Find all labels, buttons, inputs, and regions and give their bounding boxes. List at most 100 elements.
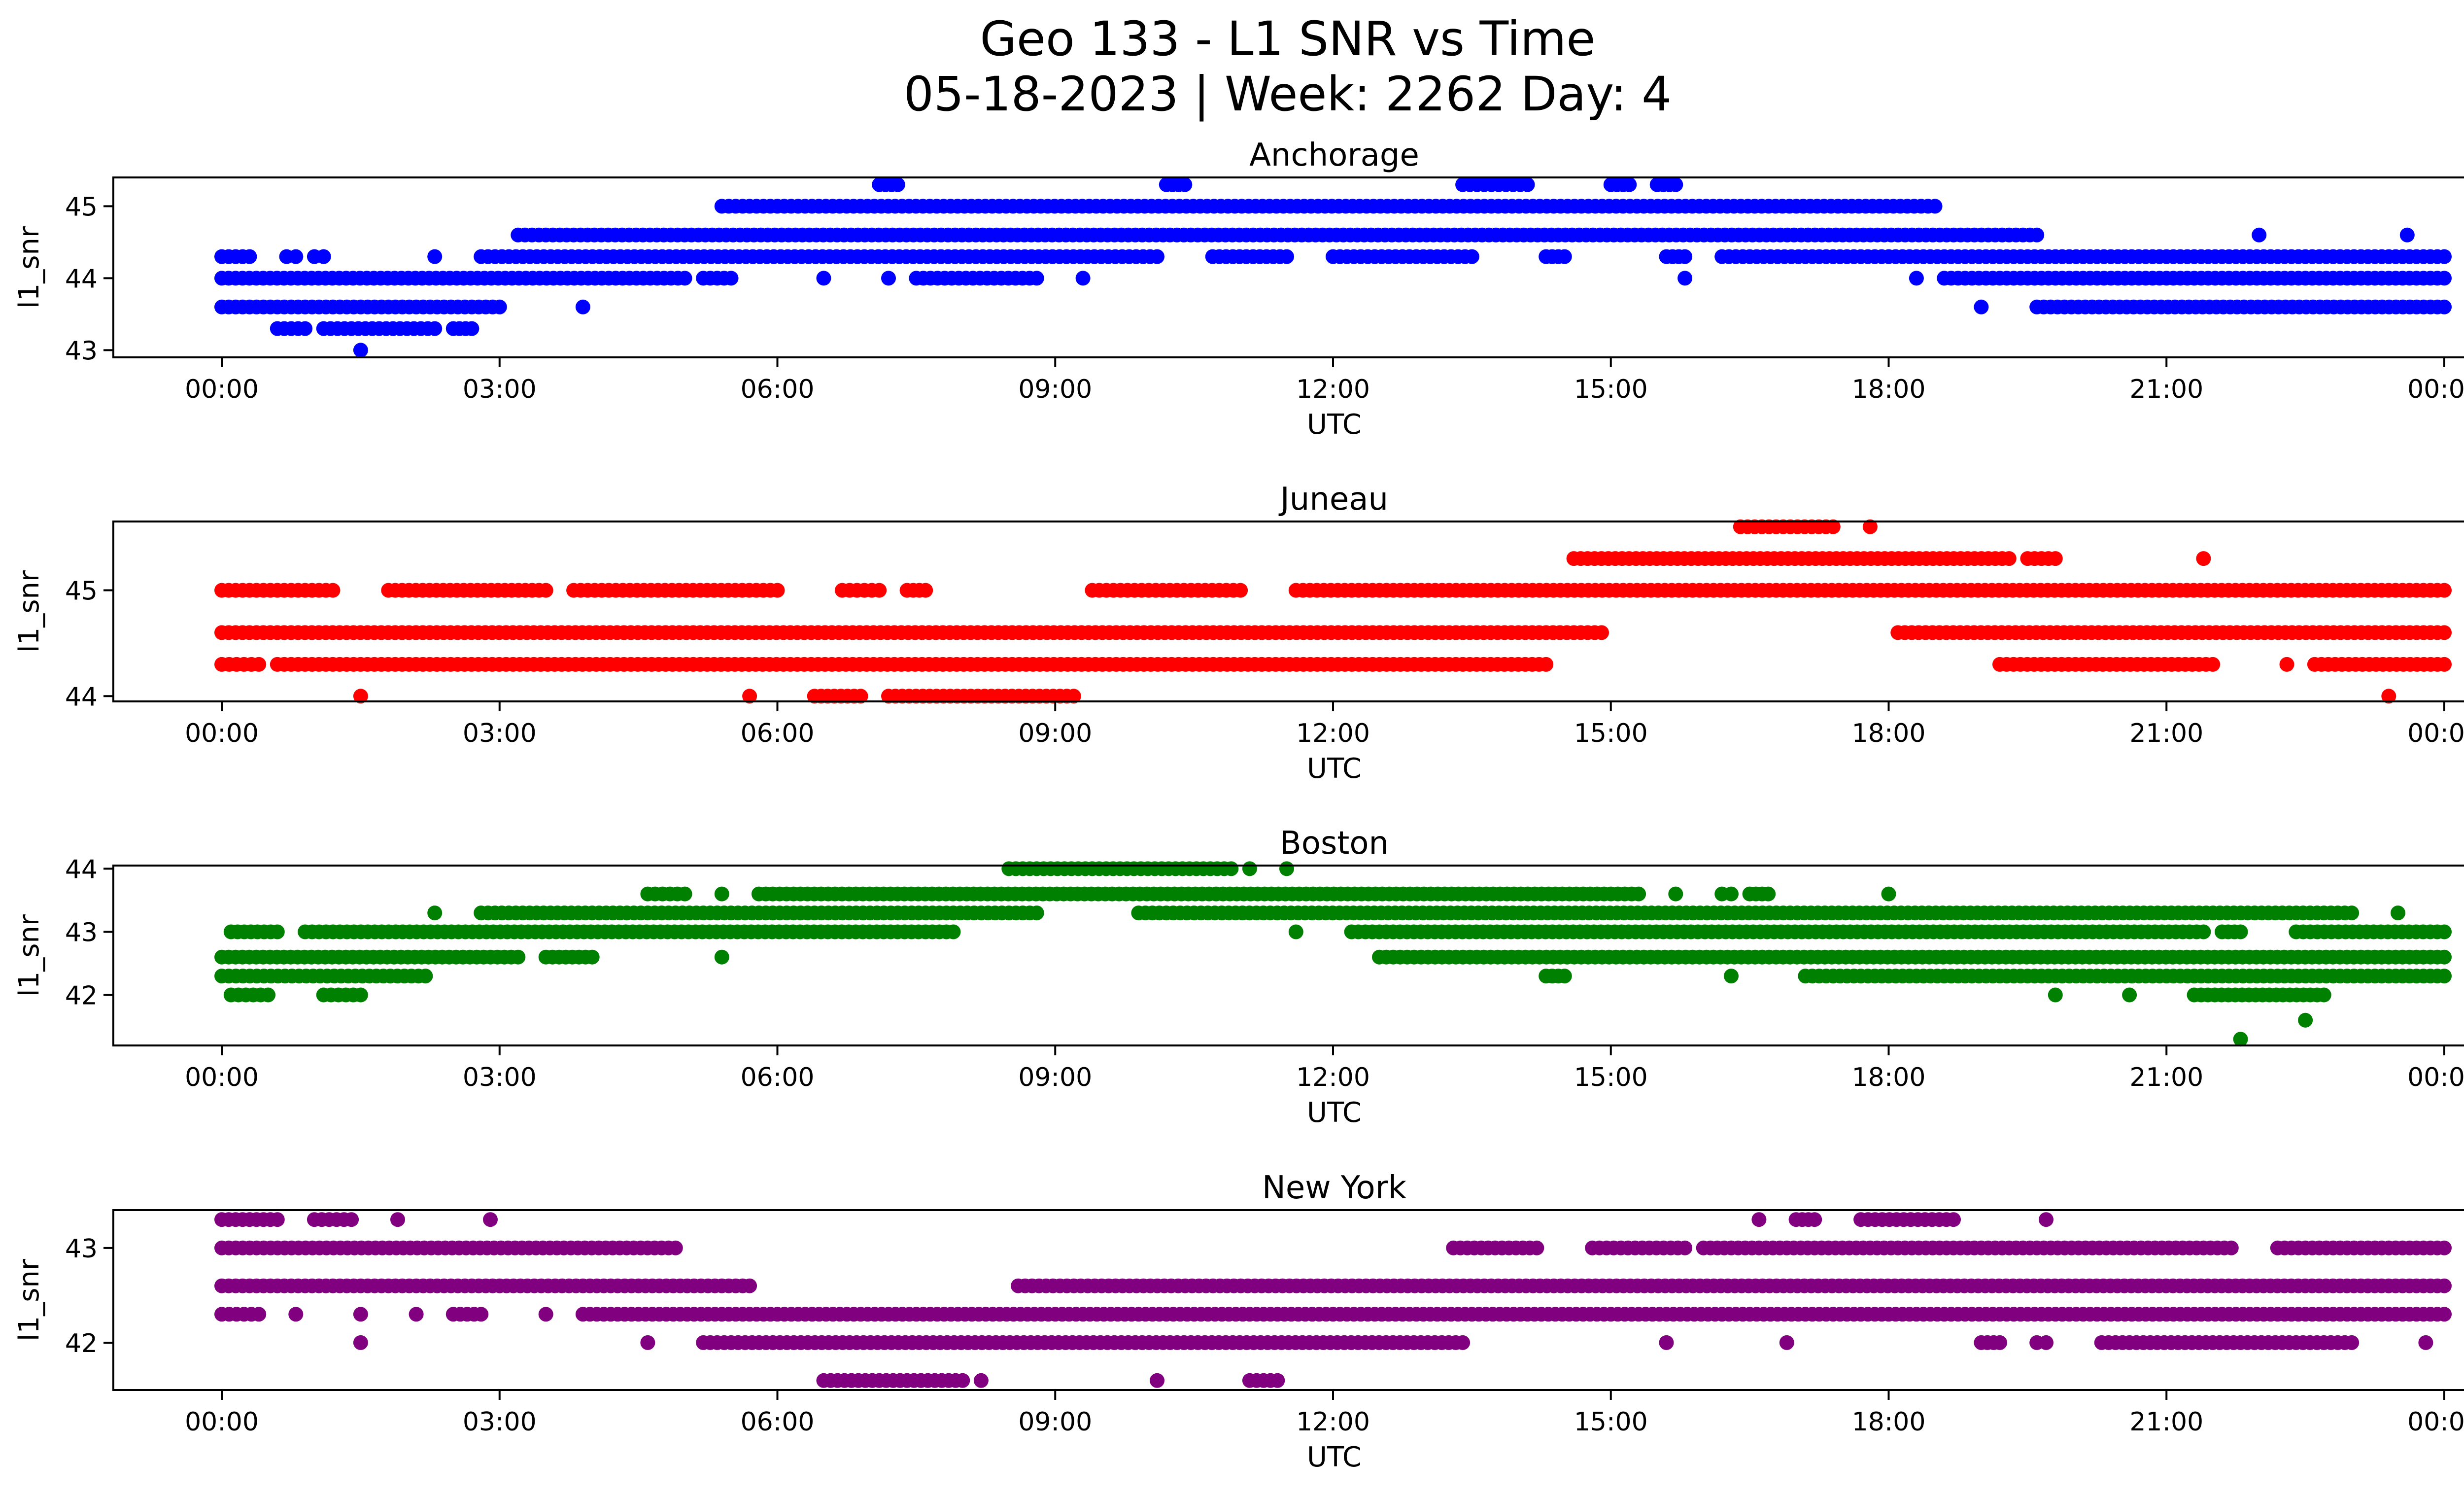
y-axis-label: l1_snr: [13, 914, 45, 997]
data-point: [492, 299, 507, 314]
data-point: [1529, 1240, 1544, 1255]
data-point: [418, 969, 433, 984]
data-point: [2344, 905, 2360, 921]
data-point: [1464, 249, 1479, 264]
data-points: [214, 177, 2452, 358]
data-point: [1594, 625, 1609, 640]
data-point: [2437, 1278, 2452, 1293]
x-tick-label: 18:00: [1852, 1063, 1926, 1092]
data-point: [2122, 987, 2137, 1003]
data-point: [714, 886, 729, 902]
data-point: [918, 583, 933, 598]
data-point: [1029, 905, 1044, 921]
data-point: [1677, 249, 1693, 264]
data-point: [353, 689, 368, 704]
data-point: [853, 689, 868, 704]
axes-frame: [112, 1209, 2464, 1391]
data-point: [1677, 1240, 1693, 1255]
data-point: [270, 1212, 285, 1227]
data-point: [2233, 1032, 2248, 1047]
subplot-new-york: New York 00:00 03:00 06:00 09:00 12:00 15:00 18…: [13, 1170, 2464, 1473]
data-point: [1075, 271, 1091, 286]
data-point: [1224, 861, 1239, 876]
data-point: [2048, 551, 2063, 566]
x-tick-label: 18:00: [1852, 375, 1926, 404]
data-point: [2437, 657, 2452, 672]
data-point: [2437, 625, 2452, 640]
axes-frame: [112, 865, 2464, 1046]
data-points: [214, 1212, 2452, 1388]
y-tick-label: 43: [65, 1234, 98, 1264]
y-axis-label: l1_snr: [13, 226, 45, 309]
data-point: [1288, 924, 1303, 939]
data-point: [1807, 1212, 1822, 1227]
x-tick-label: 21:00: [2129, 375, 2203, 404]
x-tick-label: 03:00: [463, 719, 537, 748]
data-point: [261, 987, 275, 1003]
data-point: [2437, 1240, 2452, 1255]
data-point: [288, 1307, 304, 1322]
data-point: [298, 321, 313, 336]
data-point: [1557, 249, 1572, 264]
subplot-boston: Boston 00:00 03:00 06:00 09:00 12:00 15:00 18:0…: [13, 825, 2464, 1129]
figure-subtitle: 05-18-2023 | Week: 2262 Day: 4: [904, 67, 1672, 122]
figure-title: Geo 133 - L1 SNR vs Time: [980, 11, 1596, 67]
data-point: [316, 249, 331, 264]
data-point: [1270, 1373, 1285, 1388]
data-point: [511, 949, 526, 965]
data-point: [2437, 299, 2452, 314]
x-tick-label: 00:00: [2407, 719, 2464, 748]
data-point: [1751, 1212, 1767, 1227]
data-point: [2224, 1240, 2239, 1255]
subplot-juneau: Juneau 00:00 03:00 06:00 09:00 12:00 15:00 18:0…: [13, 481, 2464, 785]
data-point: [2381, 689, 2396, 704]
data-point: [390, 1212, 405, 1227]
data-point: [677, 886, 692, 902]
data-point: [2399, 227, 2415, 243]
data-point: [584, 949, 600, 965]
data-point: [1974, 299, 1989, 314]
data-point: [2437, 1307, 2452, 1322]
x-tick-label: 15:00: [1574, 1407, 1648, 1437]
x-tick-label: 12:00: [1296, 1407, 1370, 1437]
x-tick-label: 00:00: [2407, 1063, 2464, 1092]
data-point: [2029, 227, 2045, 243]
data-point: [1233, 583, 1248, 598]
y-tick-label: 42: [65, 981, 98, 1011]
data-point: [2437, 924, 2452, 939]
x-tick-label: 15:00: [1574, 1063, 1648, 1092]
data-point: [1862, 519, 1878, 534]
data-point: [483, 1212, 498, 1227]
x-tick-label: 06:00: [741, 719, 815, 748]
y-tick-label: 42: [65, 1329, 98, 1358]
axes-frame: [112, 176, 2464, 358]
data-point: [427, 249, 443, 264]
y-tick-label: 44: [65, 264, 98, 294]
data-point: [1927, 199, 1943, 214]
data-point: [1520, 177, 1535, 192]
x-tick-label: 06:00: [741, 1063, 815, 1092]
data-point: [2437, 969, 2452, 984]
x-tick-label: 12:00: [1296, 375, 1370, 404]
data-point: [1539, 657, 1554, 672]
y-tick-label: 45: [65, 577, 98, 606]
data-point: [1724, 886, 1739, 902]
data-point: [1150, 1373, 1164, 1388]
data-point: [474, 1307, 489, 1322]
data-point: [1631, 886, 1646, 902]
x-tick-label: 03:00: [463, 1063, 537, 1092]
data-point: [973, 1373, 989, 1388]
data-point: [2048, 987, 2063, 1003]
x-tick-label: 15:00: [1574, 375, 1648, 404]
data-point: [2233, 924, 2248, 939]
data-point: [1455, 1335, 1471, 1350]
x-tick-label: 09:00: [1018, 719, 1092, 748]
data-point: [325, 583, 341, 598]
x-axis-label: UTC: [1307, 753, 1362, 785]
data-point: [640, 1335, 655, 1350]
data-point: [1992, 1335, 2007, 1350]
data-point: [677, 271, 692, 286]
subplot-title: Boston: [1280, 825, 1389, 862]
data-point: [770, 583, 785, 598]
data-point: [344, 1212, 359, 1227]
